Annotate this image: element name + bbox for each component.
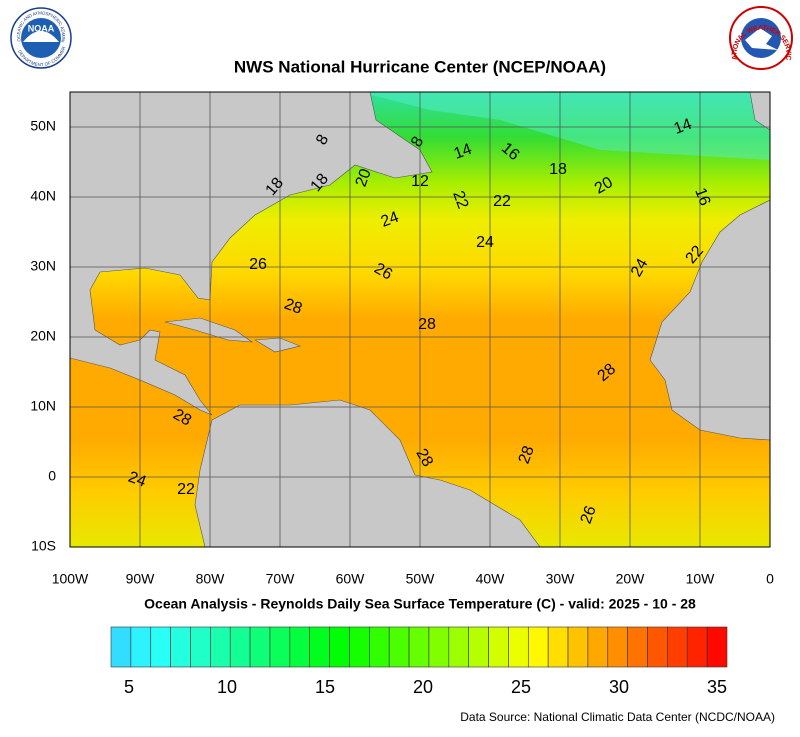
colorbar-label: 15 [315, 677, 335, 697]
cuba [164, 317, 254, 343]
contour-label: 12 [411, 173, 429, 190]
south-america [194, 399, 541, 547]
lon-label: 10W [686, 571, 716, 587]
noaa-label: NOAA [28, 23, 55, 33]
colorbar-cell [428, 626, 450, 668]
lat-label: 10N [30, 398, 56, 414]
british-isles [749, 92, 770, 131]
lon-label: 30W [546, 571, 576, 587]
map-frame [69, 91, 771, 548]
colorbar-cell [130, 626, 152, 668]
colorbar-cell [210, 626, 231, 668]
colorbar-cell [508, 626, 529, 668]
contour-label: 28 [516, 444, 538, 467]
lon-label: 50W [406, 571, 436, 587]
contour-label: 28 [170, 406, 194, 430]
contour-label: 24 [476, 234, 494, 251]
colorbar-cell [686, 626, 708, 668]
contour-label: 24 [379, 209, 402, 231]
contour-label: 22 [493, 193, 511, 210]
lon-label: 100W [52, 571, 89, 587]
contour-label: 22 [177, 481, 195, 498]
colorbar-label: 25 [511, 677, 531, 697]
colorbar-cell [408, 626, 430, 668]
contour-label: 18 [549, 161, 567, 178]
colorbar-cell [468, 626, 489, 668]
colorbar-cell [369, 626, 390, 668]
contour-label: 14 [452, 141, 475, 163]
lat-label: 20N [30, 328, 56, 344]
colorbar-cell [289, 626, 311, 668]
contour-label: 22 [449, 189, 471, 212]
colorbar-cell [388, 626, 410, 668]
contour-label: 14 [672, 116, 695, 138]
colorbar-cell [547, 626, 569, 668]
colorbar-cell [309, 626, 330, 668]
north-america [70, 92, 433, 416]
footer: Data Source: National Climatic Data Cent… [460, 710, 775, 724]
colorbar-cell [448, 626, 469, 668]
colorbar-cell [587, 626, 609, 668]
lat-label: 40N [30, 188, 56, 204]
lon-label: 20W [616, 571, 646, 587]
title: NWS National Hurricane Center (NCEP/NOAA… [234, 57, 606, 76]
contour-label: 28 [412, 446, 436, 470]
lon-label: 0 [766, 571, 774, 587]
lat-label: 50N [30, 118, 56, 134]
colorbar-cell [150, 626, 171, 668]
europe-africa [649, 199, 770, 441]
lon-label: 90W [126, 571, 156, 587]
lat-label: 0 [48, 468, 56, 484]
contour-label: 26 [578, 504, 600, 527]
axis-labels: 50N 40N 30N 20N 10N 0 10S 100W 90W 80W 70W 60W 50W 40… [30, 118, 774, 587]
lon-label: 70W [266, 571, 296, 587]
colorbar-cell [329, 626, 350, 668]
contour-label: 24 [628, 256, 652, 280]
nws-ring: NATIONAL WEATHER SERVICE [0, 0, 792, 61]
colorbar-cell [607, 626, 628, 668]
noaa-logo: NOAA NATIONAL OCEANIC AND ATMOSPHERIC AD… [0, 0, 72, 69]
colorbar-cell [706, 626, 728, 668]
colorbar-cell [229, 626, 251, 668]
colorbar-label: 20 [413, 677, 433, 697]
cold-water [360, 92, 770, 160]
colorbar-cell [567, 626, 589, 668]
nws-ring-text: NATIONAL WEATHER SERVICE [0, 0, 792, 61]
contour-label: 26 [249, 256, 267, 273]
lat-label: 30N [30, 258, 56, 274]
colorbar-label: 35 [707, 677, 727, 697]
colorbar-label: 30 [609, 677, 629, 697]
colorbar-cell [667, 626, 688, 668]
contour-label: 24 [126, 469, 149, 491]
contour-label: 20 [592, 174, 616, 198]
colorbar-cell [488, 626, 509, 668]
colorbar-label: 5 [124, 677, 134, 697]
lon-label: 60W [336, 571, 366, 587]
contour-label: 28 [418, 316, 436, 333]
colorbar-cell [190, 626, 211, 668]
lon-label: 80W [196, 571, 226, 587]
contour-label: 28 [282, 296, 305, 318]
lon-label: 40W [476, 571, 506, 587]
colorbar-cell [627, 626, 648, 668]
contour-label: 16 [691, 186, 713, 209]
colorbar-cell [349, 626, 370, 668]
caption: Ocean Analysis - Reynolds Daily Sea Surf… [144, 596, 696, 612]
colorbar-cell [249, 626, 271, 668]
colorbar-cell [110, 626, 132, 668]
colorbar-cell [170, 626, 191, 668]
lat-label: 10S [31, 538, 56, 554]
colorbar-cell [647, 626, 668, 668]
contour-label: 26 [371, 260, 395, 284]
colorbar-label: 10 [217, 677, 237, 697]
colorbar-cell [527, 626, 549, 668]
colorbar: 5 10 15 20 25 30 35 [110, 626, 728, 697]
graticule [70, 92, 770, 547]
colorbar-cell [269, 626, 291, 668]
hispaniola [254, 337, 301, 353]
contour-label: 20 [353, 167, 375, 190]
